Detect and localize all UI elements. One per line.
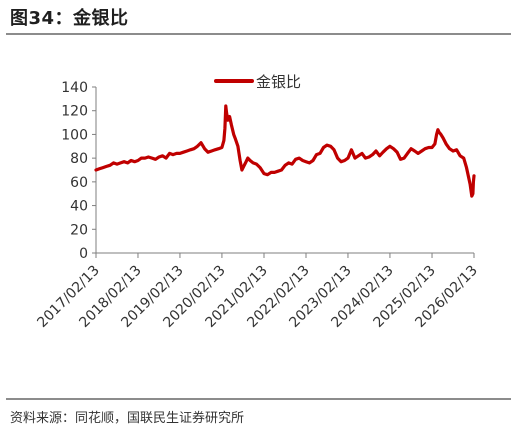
x-axis: 2017/02/132018/02/132019/02/132020/02/13… [34, 252, 481, 331]
line-chart: 金银比 0 20 40 60 80 100 120 140 2017/02/132018/02… [34, 73, 481, 331]
legend-label: 金银比 [256, 73, 301, 91]
y-tick-label: 40 [70, 199, 88, 215]
series-line-0 [94, 104, 476, 198]
y-tick-label: 140 [61, 80, 88, 96]
y-tick-label: 100 [61, 127, 88, 143]
top-divider [6, 33, 511, 35]
source-note: 资料来源：同花顺，国联民生证券研究所 [10, 411, 245, 426]
y-tick-label: 120 [61, 104, 88, 120]
y-axis: 0 20 40 60 80 100 120 140 [61, 80, 97, 262]
y-tick-label: 20 [70, 222, 88, 238]
figure-title: 图34：金银比 [10, 8, 129, 29]
y-tick-label: 60 [70, 175, 88, 191]
series-layer [94, 104, 476, 198]
legend: 金银比 [214, 73, 301, 91]
bottom-divider [6, 398, 511, 400]
y-tick-label: 80 [70, 151, 88, 167]
y-tick-label: 0 [79, 246, 88, 262]
